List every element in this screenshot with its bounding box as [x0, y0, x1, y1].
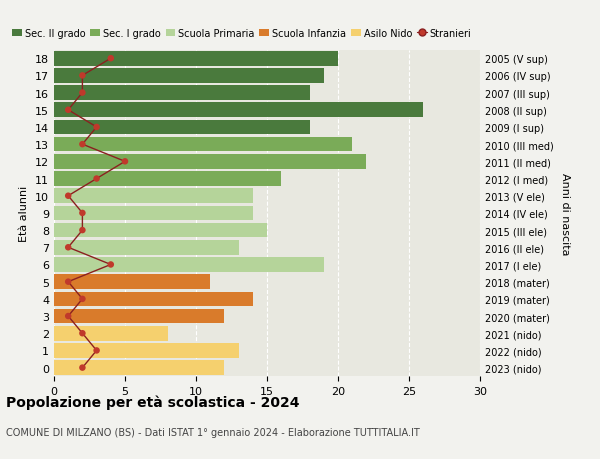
Bar	[54, 52, 338, 67]
Bar	[54, 69, 324, 84]
Bar	[54, 360, 224, 375]
Point	[77, 330, 87, 337]
Bar	[54, 326, 167, 341]
Bar	[54, 309, 224, 324]
Legend: Sec. II grado, Sec. I grado, Scuola Primaria, Scuola Infanzia, Asilo Nido, Stran: Sec. II grado, Sec. I grado, Scuola Prim…	[8, 25, 475, 42]
Point	[92, 175, 101, 183]
Point	[77, 73, 87, 80]
Bar	[54, 172, 281, 186]
Bar	[54, 223, 267, 238]
Bar	[54, 138, 352, 152]
Bar	[54, 292, 253, 307]
Point	[77, 227, 87, 234]
Y-axis label: Anni di nascita: Anni di nascita	[560, 172, 570, 255]
Point	[106, 261, 116, 269]
Text: COMUNE DI MILZANO (BS) - Dati ISTAT 1° gennaio 2024 - Elaborazione TUTTITALIA.IT: COMUNE DI MILZANO (BS) - Dati ISTAT 1° g…	[6, 427, 420, 437]
Bar	[54, 103, 423, 118]
Y-axis label: Età alunni: Età alunni	[19, 185, 29, 241]
Bar	[54, 241, 239, 255]
Point	[64, 107, 73, 114]
Point	[92, 347, 101, 354]
Bar	[54, 257, 324, 272]
Text: Popolazione per età scolastica - 2024: Popolazione per età scolastica - 2024	[6, 395, 299, 409]
Point	[64, 193, 73, 200]
Point	[64, 278, 73, 285]
Bar	[54, 275, 210, 289]
Bar	[54, 343, 239, 358]
Point	[77, 141, 87, 149]
Bar	[54, 189, 253, 204]
Point	[92, 124, 101, 131]
Point	[77, 364, 87, 371]
Point	[120, 158, 130, 166]
Point	[77, 296, 87, 303]
Point	[64, 313, 73, 320]
Bar	[54, 120, 310, 135]
Bar	[54, 86, 310, 101]
Bar	[54, 206, 253, 221]
Point	[64, 244, 73, 252]
Point	[77, 210, 87, 217]
Point	[77, 90, 87, 97]
Bar	[54, 155, 367, 169]
Point	[106, 56, 116, 63]
